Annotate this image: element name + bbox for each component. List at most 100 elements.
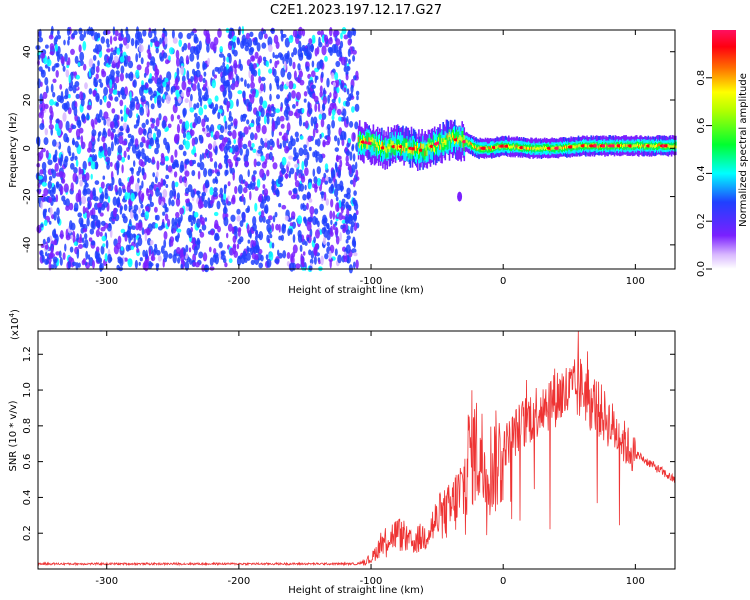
noise-cell bbox=[69, 220, 73, 230]
exponent-power: 4 bbox=[8, 312, 16, 317]
signal-cell bbox=[404, 147, 406, 153]
noise-cell bbox=[157, 226, 163, 231]
noise-cell bbox=[343, 251, 347, 256]
noise-cell bbox=[155, 171, 159, 178]
noise-cell bbox=[176, 57, 180, 67]
noise-cell bbox=[217, 67, 221, 74]
signal-cell bbox=[375, 143, 378, 156]
noise-cell bbox=[334, 221, 338, 226]
signal-cell bbox=[561, 146, 564, 149]
noise-cell bbox=[182, 131, 187, 139]
noise-cell bbox=[49, 207, 53, 216]
noise-cell bbox=[247, 140, 252, 148]
noise-cell bbox=[168, 253, 173, 259]
noise-cell bbox=[141, 148, 145, 155]
exponent-close: ) bbox=[10, 309, 21, 313]
signal-cell bbox=[416, 143, 418, 164]
noise-cell bbox=[236, 215, 241, 222]
noise-cell bbox=[256, 178, 261, 188]
signal-cell bbox=[359, 140, 362, 146]
noise-cell bbox=[205, 87, 208, 98]
noise-cell bbox=[125, 26, 129, 36]
noise-cell bbox=[232, 129, 237, 140]
noise-cell bbox=[118, 135, 124, 145]
noise-cell bbox=[65, 101, 70, 110]
noise-cell bbox=[230, 83, 236, 91]
noise-cell bbox=[161, 119, 167, 129]
noise-cell bbox=[332, 210, 336, 220]
noise-cell bbox=[301, 262, 305, 268]
noise-cell bbox=[280, 29, 284, 35]
noise-cell bbox=[85, 188, 91, 195]
noise-cell bbox=[268, 251, 274, 261]
noise-cell bbox=[355, 90, 360, 96]
svg-text:(x104): (x104) bbox=[8, 309, 21, 340]
noise-cell bbox=[49, 189, 54, 197]
noise-cell bbox=[305, 66, 310, 72]
noise-cell bbox=[59, 257, 63, 266]
noise-cell bbox=[260, 76, 266, 82]
signal-cell bbox=[524, 146, 527, 150]
noise-cell bbox=[58, 171, 64, 178]
noise-cell bbox=[336, 154, 339, 162]
signal-cell bbox=[659, 143, 661, 147]
noise-cell bbox=[118, 32, 122, 41]
noise-cell bbox=[185, 187, 190, 195]
noise-cell bbox=[112, 89, 118, 95]
noise-cell bbox=[337, 254, 342, 264]
noise-cell bbox=[70, 162, 75, 170]
signal-cell bbox=[432, 146, 435, 152]
noise-cell bbox=[326, 233, 331, 241]
noise-cell bbox=[294, 155, 299, 161]
signal-cell bbox=[645, 143, 647, 147]
noise-cell bbox=[351, 221, 355, 228]
noise-cell bbox=[241, 218, 246, 223]
noise-cell bbox=[255, 229, 259, 236]
noise-cell bbox=[163, 250, 169, 260]
noise-cell bbox=[55, 70, 59, 78]
noise-cell bbox=[228, 161, 233, 169]
noise-cell bbox=[114, 136, 117, 146]
noise-cell bbox=[319, 85, 323, 93]
noise-cell bbox=[106, 48, 111, 53]
noise-cell bbox=[242, 143, 248, 150]
signal-cell bbox=[491, 145, 493, 153]
noise-cell bbox=[223, 184, 228, 189]
noise-cell bbox=[169, 47, 174, 55]
signal-cell bbox=[385, 147, 387, 153]
signal-cell bbox=[451, 131, 454, 152]
noise-cell bbox=[146, 228, 151, 236]
noise-cell bbox=[146, 187, 149, 197]
noise-cell bbox=[210, 131, 214, 138]
noise-cell bbox=[148, 262, 154, 267]
noise-cell bbox=[245, 32, 250, 40]
signal-cell bbox=[459, 135, 461, 141]
noise-cell bbox=[37, 175, 43, 180]
noise-cell bbox=[309, 258, 314, 265]
signal-cell bbox=[448, 131, 451, 137]
noise-cell bbox=[127, 60, 134, 69]
noise-cell bbox=[243, 126, 249, 135]
signal-cell bbox=[653, 145, 656, 149]
noise-cell bbox=[241, 34, 246, 44]
noise-cell bbox=[189, 129, 195, 136]
noise-cell bbox=[111, 108, 116, 114]
noise-cell bbox=[137, 114, 141, 122]
noise-cell bbox=[84, 82, 88, 90]
signal-cell bbox=[652, 144, 655, 147]
noise-cell bbox=[201, 264, 206, 272]
noise-cell bbox=[226, 232, 229, 239]
noise-cell bbox=[99, 186, 103, 194]
noise-cell bbox=[119, 99, 124, 107]
noise-cell bbox=[236, 157, 241, 162]
noise-cell bbox=[319, 59, 324, 69]
noise-cell bbox=[224, 120, 228, 130]
noise-cell bbox=[175, 211, 180, 219]
noise-cell bbox=[338, 46, 342, 55]
noise-cell bbox=[281, 168, 286, 175]
noise-cell bbox=[129, 167, 134, 172]
noise-cell bbox=[143, 128, 147, 136]
noise-cell bbox=[147, 157, 152, 164]
noise-cell bbox=[223, 81, 229, 87]
x-tick-label: 0 bbox=[500, 276, 506, 287]
